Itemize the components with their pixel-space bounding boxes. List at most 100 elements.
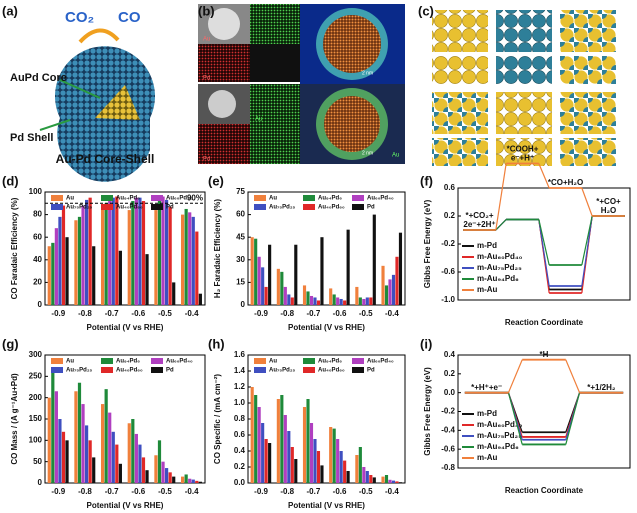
panel-label: (i) — [420, 336, 432, 351]
legend-label: Au — [66, 359, 74, 365]
bar — [398, 232, 403, 305]
bar — [51, 242, 55, 305]
scale-bar: 2 nm — [362, 150, 373, 156]
y-tick-label: 1.4 — [234, 366, 246, 375]
map-label: Au — [392, 153, 399, 159]
bar — [74, 391, 78, 483]
x-axis-label: Reaction Coordinate — [505, 318, 584, 327]
y-tick-label: -0.6 — [441, 267, 455, 276]
state-label: *COOH+ — [507, 145, 539, 154]
bar — [188, 478, 192, 483]
bar — [358, 297, 362, 305]
bar — [51, 369, 55, 483]
bar — [118, 463, 122, 483]
y-tick-label: 0.0 — [444, 388, 456, 397]
bar — [343, 300, 347, 305]
y-tick-label: 200 — [29, 393, 43, 402]
bar — [250, 237, 254, 305]
x-axis-label: Reaction Coordinate — [505, 486, 584, 495]
x-axis-label: Potential (V vs RHE) — [288, 501, 365, 510]
bar — [309, 423, 314, 483]
bar — [332, 428, 336, 483]
y-tick-label: 1.2 — [234, 382, 246, 391]
y-tick-label: 20 — [33, 278, 42, 287]
bar — [181, 214, 185, 305]
bar — [145, 470, 149, 483]
legend-swatch — [303, 367, 315, 373]
bar — [65, 440, 69, 483]
legend-swatch — [151, 358, 163, 364]
bar — [85, 199, 89, 305]
bar — [276, 268, 280, 305]
bar — [191, 216, 195, 305]
bar — [362, 467, 366, 483]
bar — [384, 475, 389, 483]
bar — [384, 285, 389, 305]
bar — [365, 297, 369, 305]
legend-label: m-Pd — [477, 409, 497, 418]
legend-label: Au₄₀Pd₆₀ — [116, 368, 143, 374]
core — [324, 96, 380, 152]
y-tick-label: 0.4 — [444, 350, 456, 359]
bar — [104, 203, 108, 305]
connector — [565, 392, 581, 445]
core-label: AuPd Core — [10, 72, 67, 84]
y-tick-label: 0.4 — [234, 446, 246, 455]
y-tick-label: 0.2 — [444, 369, 456, 378]
legend-label: Au₉₄Pd₆ — [318, 359, 342, 365]
bar — [172, 282, 176, 305]
bar — [290, 297, 294, 305]
legend-label: Pd — [166, 368, 174, 374]
bar — [316, 300, 321, 305]
legend-swatch — [101, 358, 113, 364]
bar — [184, 474, 188, 483]
x-tick-label: -0.6 — [333, 309, 347, 318]
x-tick-label: -0.9 — [51, 487, 65, 496]
state-label: *+CO+ — [596, 197, 621, 206]
plot-frame — [247, 354, 406, 484]
bar — [381, 265, 385, 305]
structure — [432, 56, 488, 84]
bar — [355, 286, 359, 305]
x-tick-label: -0.8 — [78, 309, 92, 318]
bar — [336, 439, 340, 483]
bar — [261, 423, 265, 483]
product: CO — [118, 9, 141, 26]
y-axis-label: Gibbs Free Energy (eV) — [423, 199, 432, 288]
map-label: Pd — [203, 76, 210, 82]
bar — [268, 443, 272, 483]
bar — [127, 210, 131, 305]
bar — [184, 208, 188, 305]
bar — [154, 210, 158, 305]
structure — [496, 138, 552, 166]
connector — [538, 219, 550, 287]
y-tick-label: -1.0 — [441, 295, 455, 304]
bar — [115, 444, 119, 483]
bar — [188, 212, 192, 305]
panel-label: (d) — [2, 173, 19, 188]
x-tick-label: -0.8 — [280, 309, 294, 318]
bar — [165, 199, 169, 305]
bar — [254, 395, 258, 483]
legend-label: m-Au₉₄Pd₆ — [477, 274, 519, 283]
bar — [268, 244, 272, 305]
bar — [81, 205, 85, 305]
legend-label: Au₉₄Pd₆ — [116, 359, 140, 365]
x-tick-label: -0.7 — [105, 309, 119, 318]
y-tick-label: 0.6 — [234, 430, 246, 439]
structure — [560, 56, 616, 84]
bar — [108, 412, 112, 483]
bar — [85, 425, 89, 483]
state-label: *+CO₂+ — [465, 211, 493, 220]
x-tick-label: -0.4 — [185, 309, 199, 318]
bar — [339, 298, 343, 305]
bar — [92, 246, 96, 305]
bar — [316, 451, 321, 483]
bar — [65, 237, 69, 305]
legend-label: Pd — [367, 368, 375, 374]
bar — [388, 479, 392, 483]
bar — [141, 457, 146, 483]
y-tick-label: -0.2 — [441, 239, 455, 248]
x-axis-label: Potential (V vs RHE) — [288, 323, 365, 332]
bar — [118, 250, 122, 305]
